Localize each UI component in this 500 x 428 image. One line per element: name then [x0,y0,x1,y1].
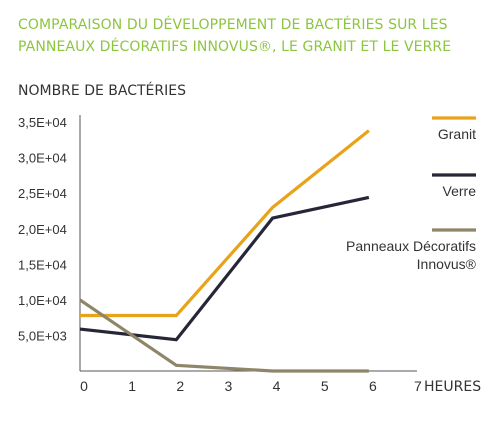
x-tick-label: 3 [225,378,233,394]
chart-title: COMPARAISON DU DÉVELOPPEMENT DE BACTÉRIE… [18,14,488,58]
y-tick-labels: 5,0E+03 1,0E+04 1,5E+04 2,0E+04 2,5E+04 3,0E+… [18,115,67,343]
y-tick-label: 2,5E+04 [18,186,67,201]
chart-title-line-1: COMPARAISON DU DÉVELOPPEMENT DE BACTÉRIE… [18,17,448,33]
series-line-1 [80,129,370,318]
x-tick-label: 2 [176,378,184,394]
x-tick-label: 4 [273,378,281,394]
y-tick-label: 1,0E+04 [18,293,67,308]
chart-title-line-2: PANNEAUX DÉCORATIFS INNOVUS®, LE GRANIT … [18,39,452,55]
y-tick-label: 3,5E+04 [18,115,67,130]
x-tick-labels: 0 1 2 3 4 5 6 7 [80,378,422,394]
x-tick-label: 0 [80,378,88,394]
legend-label-3: Panneaux Décoratifs [346,238,476,254]
y-tick-label: 1,5E+04 [18,257,67,272]
x-tick-label: 6 [369,378,377,394]
y-tick-label: 5,0E+03 [18,328,67,343]
x-tick-label: 5 [321,378,329,394]
legend-label-1: Granit [438,126,476,142]
legend-label-3: Innovus® [417,256,477,272]
series-line-3 [79,298,369,373]
y-tick-label: 2,0E+04 [18,222,67,237]
y-axis-title: NOMBRE DE BACTÉRIES [18,82,186,99]
legend: Granit Verre Panneaux Décoratifs Innovus® [346,116,477,272]
x-tick-label: 1 [128,378,136,394]
y-tick-label: 3,0E+04 [18,151,67,166]
series-lines [79,129,370,373]
series-line-2 [79,195,370,342]
x-axis-title: HEURES [424,379,481,395]
legend-label-2: Verre [443,183,477,199]
x-tick-label: 7 [414,378,422,394]
